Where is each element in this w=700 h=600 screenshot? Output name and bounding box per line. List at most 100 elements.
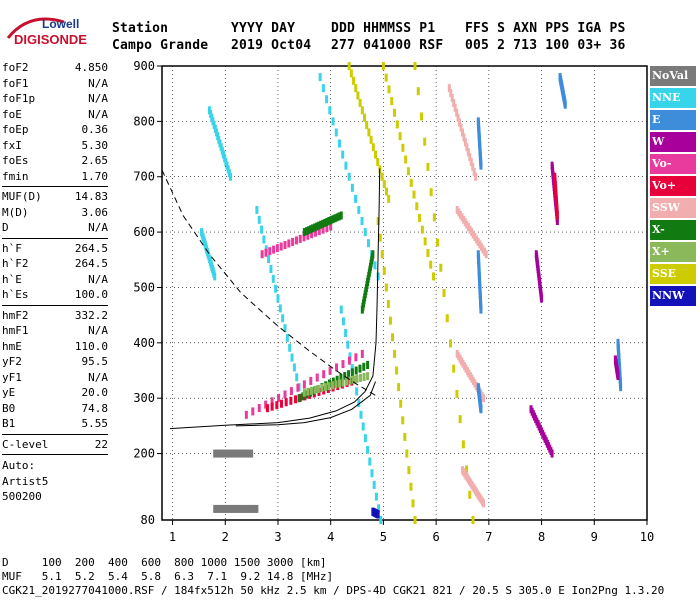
echo-series-vo--point <box>279 399 283 408</box>
echo-series-noval-point <box>243 449 247 458</box>
echo-series-noval-point <box>246 449 250 458</box>
parameter-value: 5.55 <box>81 417 109 430</box>
echo-series-noval-point <box>250 449 254 458</box>
echo-series-vo--point <box>289 396 293 405</box>
echo-series-sse-point <box>458 415 462 424</box>
parameter-row: h`Es 100.0 <box>2 287 108 303</box>
echo-series-noval-point <box>223 449 227 458</box>
parameter-row: D N/A <box>2 220 108 236</box>
echo-series-ssw-point <box>479 242 483 251</box>
echo-series-sse-point <box>387 85 391 94</box>
echo-series-e-point <box>479 405 483 414</box>
echo-series-ssw-point <box>471 162 475 171</box>
echo-series-vo--point <box>260 250 264 259</box>
echo-series-vo--point <box>287 239 291 248</box>
parameter-row: foEp 0.36 <box>2 122 108 138</box>
echo-series-sse-point <box>347 62 351 70</box>
parameter-row: C-level 22 <box>2 437 108 453</box>
echo-series-noval-point <box>255 504 259 513</box>
echo-series-vo--point <box>264 400 268 409</box>
echo-series-ssw-point <box>447 84 451 93</box>
parameter-value: 0.36 <box>81 123 109 136</box>
echo-series-vo--point <box>310 230 314 239</box>
echo-series-sse-point <box>384 283 388 292</box>
parameter-row: foF1p N/A <box>2 91 108 107</box>
header-date-value: 2019 Oct04 <box>231 38 312 53</box>
echo-series-x--point <box>311 224 315 233</box>
echo-series-sse-point <box>426 249 430 258</box>
parameter-row: h`F2 264.5 <box>2 256 108 272</box>
echo-series-ssw-point <box>449 89 453 98</box>
echo-series-nne-point <box>372 480 376 489</box>
legend-item-vo-: Vo- <box>650 154 696 174</box>
echo-series-vo--point <box>298 234 302 243</box>
echo-series-sse-point <box>386 300 390 309</box>
echo-series-x--point <box>337 212 341 221</box>
echo-series-x--point <box>330 381 334 390</box>
profile-lower-trace <box>235 381 376 427</box>
echo-series-x--point <box>362 372 366 381</box>
echo-series-nne-point <box>374 492 378 501</box>
parameter-row: yF2 95.5 <box>2 354 108 370</box>
y-tick-label: 200 <box>133 447 155 461</box>
echo-series-w-point <box>540 294 544 303</box>
echo-series-nne-point <box>334 128 338 137</box>
echo-series-ssw-point <box>481 245 485 254</box>
echo-series-ssw-point <box>453 103 457 112</box>
echo-series-vo--point <box>291 237 295 246</box>
parameter-block: hmF2 332.2 hmF1 N/A hmE 110.0 yF2 95.5 yF1 N/A yE 2… <box>2 308 108 432</box>
echo-series-sse-point <box>393 108 397 117</box>
parameter-name: foF1p <box>2 92 36 105</box>
echo-series-sse-point <box>405 449 409 458</box>
echo-series-vo--point <box>251 407 255 416</box>
parameter-value: N/A <box>88 370 108 384</box>
echo-series-ssw-point <box>478 240 482 249</box>
echo-series-vo--point <box>321 225 325 234</box>
echo-series-nne-point <box>355 387 359 396</box>
echo-series-sse-point <box>374 150 378 159</box>
echo-series-vo--point <box>350 377 354 386</box>
echo-series-noval-point <box>215 449 219 458</box>
echo-series-nne-point <box>285 333 289 342</box>
parameter-value: 332.2 <box>74 308 108 322</box>
echo-series-nne-point <box>350 183 354 192</box>
echo-series-nne-point <box>318 73 322 82</box>
parameter-row: h`F 264.5 <box>2 241 108 257</box>
echo-series-sse-point <box>390 333 394 342</box>
parameter-value: N/A <box>88 221 108 234</box>
echo-series-ssw-point <box>463 218 467 227</box>
parameter-row: foE N/A <box>2 107 108 123</box>
echo-series-nne-point <box>290 353 294 362</box>
echo-series-x--point <box>325 217 329 226</box>
echo-series-x--point <box>309 386 313 395</box>
echo-series-nne-point <box>325 95 329 104</box>
parameter-value: N/A <box>88 76 108 90</box>
parameter-divider <box>2 186 108 187</box>
echo-series-sse-point <box>352 76 356 85</box>
echo-series-vo--point <box>284 398 288 407</box>
echo-series-noval-point <box>217 449 221 458</box>
echo-series-x--point <box>320 384 324 393</box>
y-tick-label: 400 <box>133 336 155 350</box>
y-tick-label: 700 <box>133 170 155 184</box>
echo-series-sse-point <box>409 482 413 491</box>
parameter-name: yF1 <box>2 370 22 384</box>
echo-series-x--point <box>335 213 339 222</box>
parameter-row: hmE 110.0 <box>2 339 108 355</box>
echo-series-ssw-point <box>457 208 461 217</box>
echo-series-nne-point <box>379 516 383 524</box>
echo-series-ssw-point <box>470 228 474 237</box>
echo-series-x--point <box>297 394 301 403</box>
echo-series-x--point <box>333 214 337 223</box>
echo-series-sse-point <box>381 62 385 70</box>
parameter-name: h`F <box>2 241 22 255</box>
echo-series-x--point <box>352 375 356 384</box>
echo-series-nne-point <box>357 205 361 214</box>
x-tick-label: 3 <box>274 530 281 544</box>
echo-series-sse-point <box>380 250 384 259</box>
echo-series-noval-point <box>227 449 231 458</box>
echo-series-sse-point <box>439 263 443 272</box>
echo-series-x--point <box>331 215 335 224</box>
echo-series-vo--point <box>283 390 287 399</box>
echo-series-sse-point <box>436 238 440 247</box>
